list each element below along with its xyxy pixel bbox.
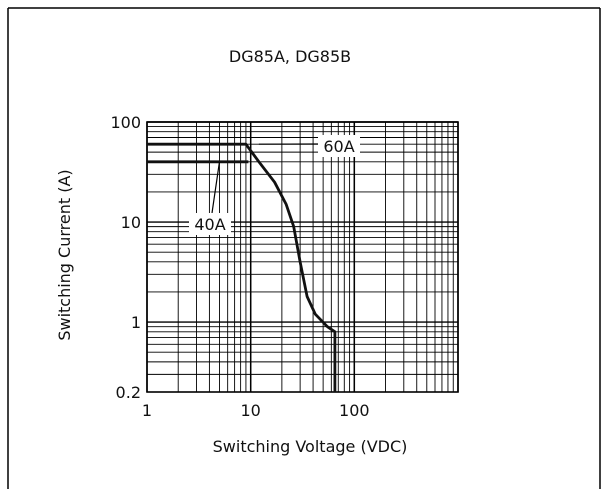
annotation-box xyxy=(318,135,360,157)
x-tick-label: 100 xyxy=(339,401,370,420)
annotation-box xyxy=(189,213,231,235)
y-tick-label: 10 xyxy=(121,213,141,232)
y-tick-label: 1 xyxy=(131,313,141,332)
plot-grid xyxy=(146,121,459,393)
x-tick-label: 10 xyxy=(240,401,260,420)
plot-border xyxy=(146,121,459,393)
plot-axes xyxy=(146,121,459,393)
series-lines xyxy=(147,142,337,392)
y-axis-label: Switching Current (A) xyxy=(55,169,74,340)
annotation-label: 40A xyxy=(194,215,225,234)
x-axis-label: Switching Voltage (VDC) xyxy=(213,437,408,456)
annotation-leader xyxy=(211,161,221,214)
x-tick-label: 1 xyxy=(142,401,152,420)
y-tick-label: 100 xyxy=(110,113,141,132)
series-line-60A xyxy=(147,142,337,392)
annotations: 60A 40A xyxy=(189,135,360,235)
annotation-label: 60A xyxy=(323,137,354,156)
y-tick-label: 0.2 xyxy=(116,383,141,402)
chart-title: DG85A, DG85B xyxy=(229,47,351,66)
